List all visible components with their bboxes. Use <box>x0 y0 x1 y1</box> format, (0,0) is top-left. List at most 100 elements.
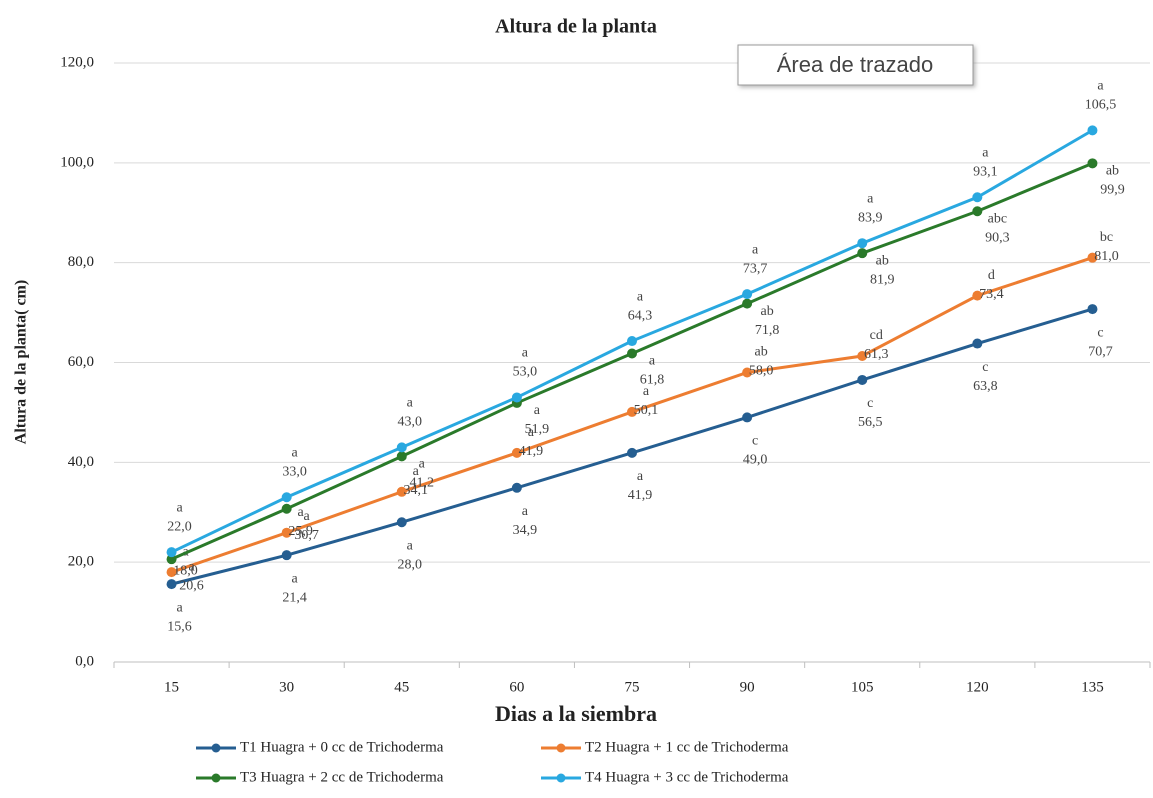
data-label: 81,0 <box>1094 249 1119 264</box>
significance-label: a <box>176 600 183 615</box>
data-point <box>972 206 983 217</box>
data-label: 33,0 <box>282 464 307 479</box>
legend-marker <box>211 743 221 753</box>
data-point <box>627 348 637 359</box>
significance-label: a <box>1097 79 1104 94</box>
y-tick-label: 80,0 <box>68 254 94 270</box>
significance-label: a <box>649 354 656 369</box>
data-label: 99,9 <box>1100 183 1125 198</box>
x-tick-label: 120 <box>966 679 989 695</box>
legend-label: T2 Huagra + 1 cc de Trichoderma <box>585 739 789 755</box>
y-axis-label: Altura de la planta( cm) <box>13 280 30 444</box>
legend-marker <box>556 743 566 753</box>
data-point <box>281 550 292 561</box>
data-label: 28,0 <box>398 557 423 572</box>
data-point <box>166 567 177 578</box>
data-label: 22,0 <box>167 519 192 534</box>
data-label: 61,8 <box>640 373 665 388</box>
significance-label: a <box>522 504 529 519</box>
data-point <box>1087 125 1098 136</box>
significance-label: ab <box>1106 164 1119 179</box>
significance-label: a <box>176 500 183 515</box>
data-point <box>742 289 753 300</box>
data-point <box>511 447 522 458</box>
significance-label: a <box>292 571 299 586</box>
x-axis-label: Dias a la siembra <box>495 701 657 726</box>
significance-label: a <box>752 242 759 257</box>
legend-marker <box>211 773 221 783</box>
significance-label: ab <box>755 345 768 360</box>
significance-label: a <box>419 457 426 472</box>
significance-label: a <box>413 464 420 479</box>
x-tick-label: 90 <box>740 679 755 695</box>
chart-title: Altura de la planta <box>495 16 657 38</box>
x-tick-label: 105 <box>851 679 874 695</box>
significance-label: a <box>522 346 529 361</box>
x-tick-label: 75 <box>625 679 640 695</box>
data-point <box>972 338 983 349</box>
data-point <box>1087 304 1098 315</box>
significance-label: abc <box>988 211 1007 226</box>
data-label: 15,6 <box>167 619 192 634</box>
data-point <box>857 238 868 249</box>
data-point <box>627 336 637 347</box>
data-label: 90,3 <box>985 230 1010 245</box>
significance-label: c <box>867 396 873 411</box>
significance-label: a <box>407 538 414 553</box>
data-label: 49,0 <box>743 453 768 468</box>
data-point <box>972 192 983 203</box>
y-tick-label: 0,0 <box>75 653 94 669</box>
significance-label: c <box>982 360 988 375</box>
y-tick-label: 40,0 <box>68 454 94 470</box>
data-point <box>166 547 177 558</box>
data-label: 34,1 <box>404 483 429 498</box>
data-point <box>972 290 983 301</box>
data-label: 81,9 <box>870 272 895 287</box>
legend-marker <box>556 773 566 783</box>
data-label: 41,9 <box>519 444 544 459</box>
significance-label: a <box>298 505 305 520</box>
legend-label: T3 Huagra + 2 cc de Trichoderma <box>240 769 444 785</box>
data-label: 21,4 <box>282 590 307 605</box>
x-tick-label: 30 <box>279 679 294 695</box>
data-point <box>627 447 637 458</box>
data-label: 83,9 <box>858 210 883 225</box>
data-label: 73,4 <box>979 287 1004 302</box>
significance-label: a <box>982 145 989 160</box>
tooltip-text: Área de trazado <box>777 52 934 77</box>
y-tick-label: 60,0 <box>68 354 94 370</box>
data-point <box>742 298 753 309</box>
data-label: 41,9 <box>628 488 653 503</box>
significance-label: a <box>867 191 874 206</box>
data-label: 64,3 <box>628 308 653 323</box>
data-point <box>742 367 753 378</box>
data-point <box>396 442 407 453</box>
data-label: 41,2 <box>410 476 435 491</box>
significance-label: ab <box>761 304 774 319</box>
legend-label: T1 Huagra + 0 cc de Trichoderma <box>240 739 444 755</box>
y-tick-label: 120,0 <box>60 54 94 70</box>
significance-label: a <box>637 469 644 484</box>
x-tick-label: 15 <box>164 679 179 695</box>
data-point <box>1087 158 1098 169</box>
data-point <box>742 412 753 423</box>
significance-label: a <box>188 559 195 574</box>
data-label: 53,0 <box>513 365 538 380</box>
significance-label: a <box>528 425 535 440</box>
significance-label: a <box>407 396 414 411</box>
data-point <box>511 392 522 403</box>
data-label: 71,8 <box>755 323 780 338</box>
significance-label: a <box>643 384 650 399</box>
significance-label: a <box>304 509 311 524</box>
x-tick-label: 45 <box>394 679 409 695</box>
data-label: 20,6 <box>179 578 204 593</box>
significance-label: a <box>292 445 299 460</box>
legend-label: T4 Huagra + 3 cc de Trichoderma <box>585 769 789 785</box>
significance-label: a <box>534 403 541 418</box>
significance-label: c <box>752 434 758 449</box>
x-tick-label: 60 <box>509 679 524 695</box>
data-point <box>857 374 868 385</box>
data-label: 30,7 <box>294 528 319 543</box>
